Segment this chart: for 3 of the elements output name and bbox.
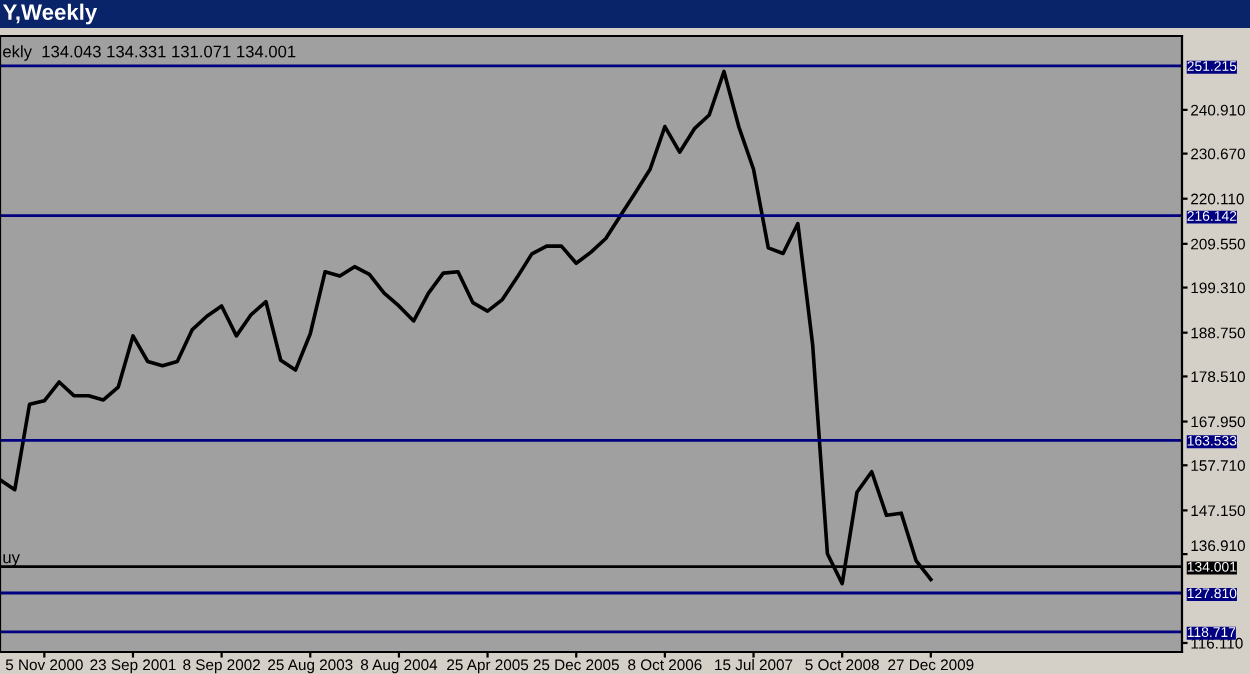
- annotation: uy: [3, 554, 20, 567]
- text: ekly 134.043 134.331 131.071 134.001: [3, 45, 296, 61]
- chart-title: Y,Weekly: [2, 3, 98, 25]
